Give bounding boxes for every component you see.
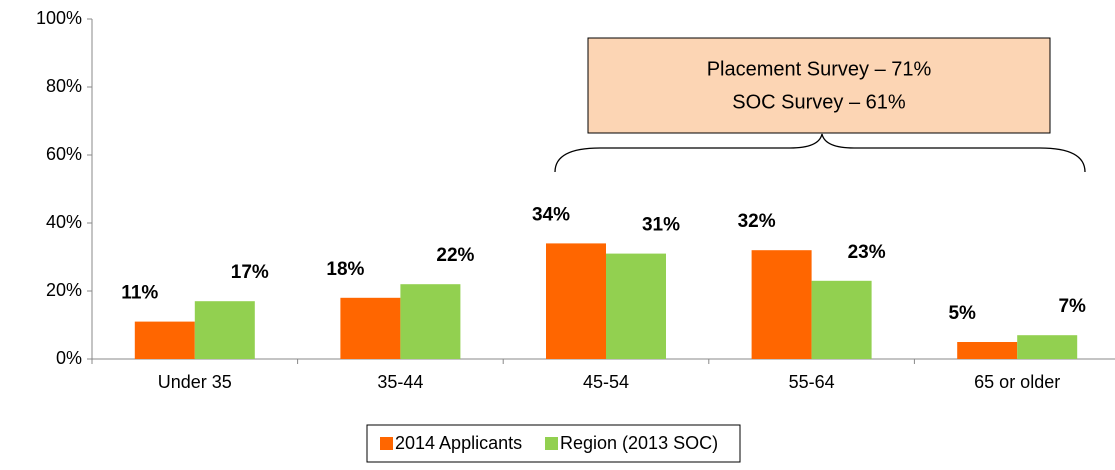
y-tick-label: 20% — [46, 280, 82, 300]
value-label: 22% — [436, 245, 474, 266]
bar — [811, 280, 872, 359]
legend-swatch — [380, 437, 393, 450]
y-tick-label: 0% — [56, 348, 82, 368]
bar — [957, 342, 1018, 359]
bar — [194, 301, 255, 359]
value-label: 31% — [642, 215, 680, 236]
y-tick-label: 60% — [46, 144, 82, 164]
brace — [554, 133, 1086, 173]
bar — [400, 284, 461, 359]
x-tick-label: 65 or older — [974, 372, 1060, 392]
value-label: 23% — [848, 242, 886, 263]
value-label: 7% — [1058, 296, 1086, 317]
x-tick-label: 35-44 — [377, 372, 423, 392]
value-label: 32% — [738, 211, 776, 232]
x-tick-label: 45-54 — [583, 372, 629, 392]
bar — [134, 321, 195, 359]
value-label: 11% — [121, 283, 158, 304]
bar — [1017, 335, 1078, 359]
legend-label: 2014 Applicants — [395, 433, 522, 453]
value-label: 18% — [326, 259, 364, 280]
value-label: 17% — [231, 262, 269, 283]
bar — [340, 297, 401, 359]
annotation-box — [587, 37, 1051, 134]
annotation: Placement Survey – 71% — [707, 58, 932, 80]
bar — [751, 250, 812, 359]
value-label: 5% — [948, 303, 976, 324]
legend-label: Region (2013 SOC) — [560, 433, 718, 453]
y-tick-label: 40% — [46, 212, 82, 232]
bar — [546, 243, 606, 359]
value-label: 34% — [532, 204, 570, 225]
annotation: SOC Survey – 61% — [732, 91, 906, 113]
y-tick-label: 100% — [36, 8, 82, 28]
x-tick-label: Under 35 — [158, 372, 232, 392]
y-tick-label: 80% — [46, 76, 82, 96]
legend-swatch — [545, 437, 558, 450]
bar — [606, 253, 666, 359]
x-tick-label: 55-64 — [789, 372, 835, 392]
